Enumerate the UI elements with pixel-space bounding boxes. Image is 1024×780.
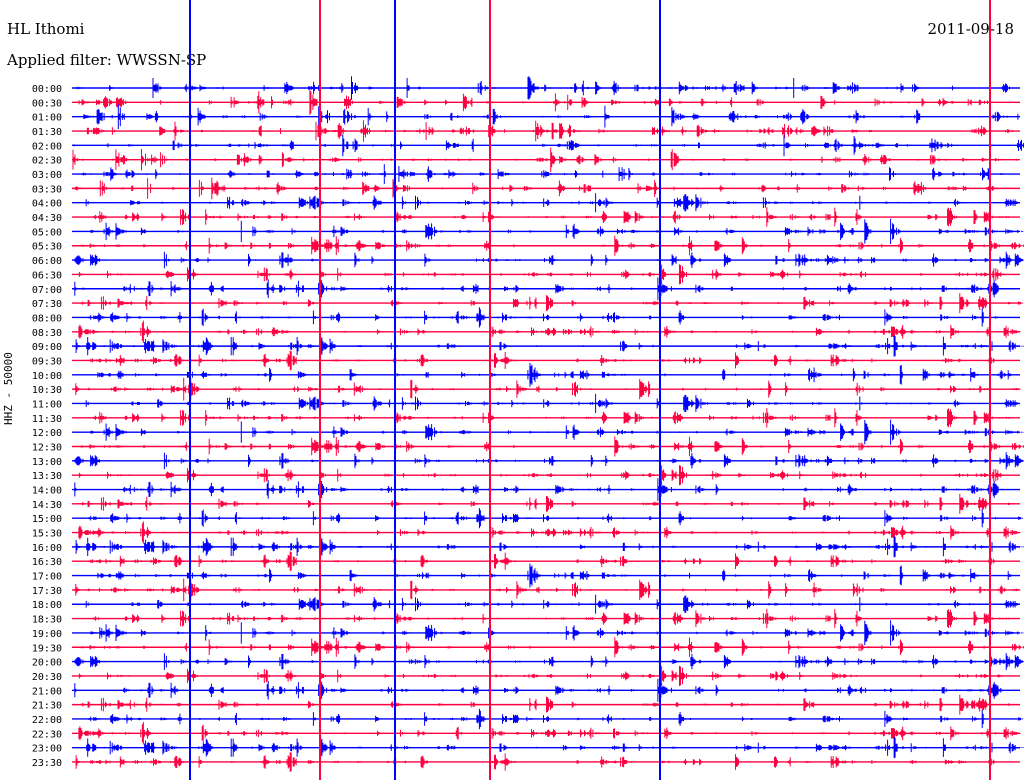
trace-signal (85, 393, 1019, 413)
row-label: 15:00 (32, 514, 62, 525)
row-label: 01:00 (32, 113, 62, 124)
row-label: 07:00 (32, 285, 62, 296)
row-label: 14:00 (32, 486, 62, 497)
row-label: 17:00 (32, 572, 62, 583)
trace-signal (78, 465, 1008, 486)
trace-signal (83, 104, 1021, 129)
row-label: 03:00 (32, 170, 62, 181)
row-label: 19:00 (32, 629, 62, 640)
trace-signal (90, 620, 1024, 646)
trace-signal (86, 737, 1024, 759)
row-label: 20:00 (32, 658, 62, 669)
row-label: 05:30 (32, 242, 62, 253)
row-label: 06:30 (32, 270, 62, 281)
trace-signal (92, 608, 1015, 629)
trace-signal (80, 436, 1024, 457)
trace-signal (78, 521, 1023, 544)
row-label: 21:00 (32, 686, 62, 697)
row-label: 10:30 (32, 385, 62, 396)
trace-signal (78, 307, 1003, 328)
trace-signal (74, 251, 1024, 269)
trace-signal (89, 350, 996, 371)
row-label: 07:30 (32, 299, 62, 310)
row-label: 16:30 (32, 557, 62, 568)
row-label: 13:30 (32, 471, 62, 482)
trace-signal (74, 452, 1024, 470)
trace-signal (74, 678, 1004, 702)
row-label: 18:00 (32, 600, 62, 611)
trace-signal (85, 193, 1019, 213)
row-label: 15:30 (32, 529, 62, 540)
row-label: 22:00 (32, 715, 62, 726)
row-label: 18:30 (32, 615, 62, 626)
row-label: 12:30 (32, 443, 62, 454)
trace-signal (73, 134, 1024, 157)
row-label: 08:30 (32, 328, 62, 339)
row-label: 22:30 (32, 729, 62, 740)
trace-signal (74, 478, 1003, 501)
row-label: 23:30 (32, 758, 62, 769)
trace-signal (74, 377, 1023, 401)
row-label: 21:30 (32, 701, 62, 712)
row-label: 04:00 (32, 199, 62, 210)
trace-signal (74, 177, 999, 200)
row-label: 02:00 (32, 141, 62, 152)
row-label: 08:00 (32, 313, 62, 324)
row-label: 09:30 (32, 356, 62, 367)
trace-signal (78, 264, 1008, 285)
filter-label: Applied filter: WWSSN-SP (7, 51, 207, 69)
row-label: 05:00 (32, 227, 62, 238)
row-label: 11:30 (32, 414, 62, 425)
trace-signal (78, 508, 1024, 529)
trace-signal (78, 722, 1022, 745)
trace-signal (72, 147, 1018, 172)
trace-signal (74, 277, 1003, 301)
row-label: 00:00 (32, 84, 62, 95)
trace-signal (81, 164, 1004, 184)
row-label: 17:30 (32, 586, 62, 597)
row-label: 16:00 (32, 543, 62, 554)
trace-signal (97, 362, 1013, 387)
row-label: 10:00 (32, 371, 62, 382)
trace-signal (92, 408, 1015, 428)
row-label: 03:30 (32, 184, 62, 195)
row-label: 04:30 (32, 213, 62, 224)
trace-signal (75, 752, 996, 772)
trace-signal (79, 493, 1019, 514)
row-label: 09:00 (32, 342, 62, 353)
trace-signal (79, 694, 1018, 715)
trace-signal (75, 536, 1024, 558)
trace-signal (90, 218, 1024, 244)
trace-signal (78, 320, 1022, 343)
date-label: 2011-09-18 (927, 20, 1014, 38)
trace-signal (97, 563, 1013, 588)
trace-signal (80, 637, 1024, 658)
row-label: 06:00 (32, 256, 62, 267)
row-label: 19:30 (32, 643, 62, 654)
trace-signal (79, 293, 1024, 314)
trace-signal (90, 419, 1024, 445)
row-label: 01:30 (32, 127, 62, 138)
row-label: 11:00 (32, 399, 62, 410)
row-label: 20:30 (32, 672, 62, 683)
row-label: 02:30 (32, 156, 62, 167)
trace-signal (78, 708, 1024, 730)
trace-signal (78, 89, 990, 115)
row-label: 13:00 (32, 457, 62, 468)
row-label: 00:30 (32, 98, 62, 109)
station-title: HL Ithomi (7, 20, 85, 38)
row-label: 23:00 (32, 744, 62, 755)
row-label: 14:30 (32, 500, 62, 511)
row-label: 12:00 (32, 428, 62, 439)
